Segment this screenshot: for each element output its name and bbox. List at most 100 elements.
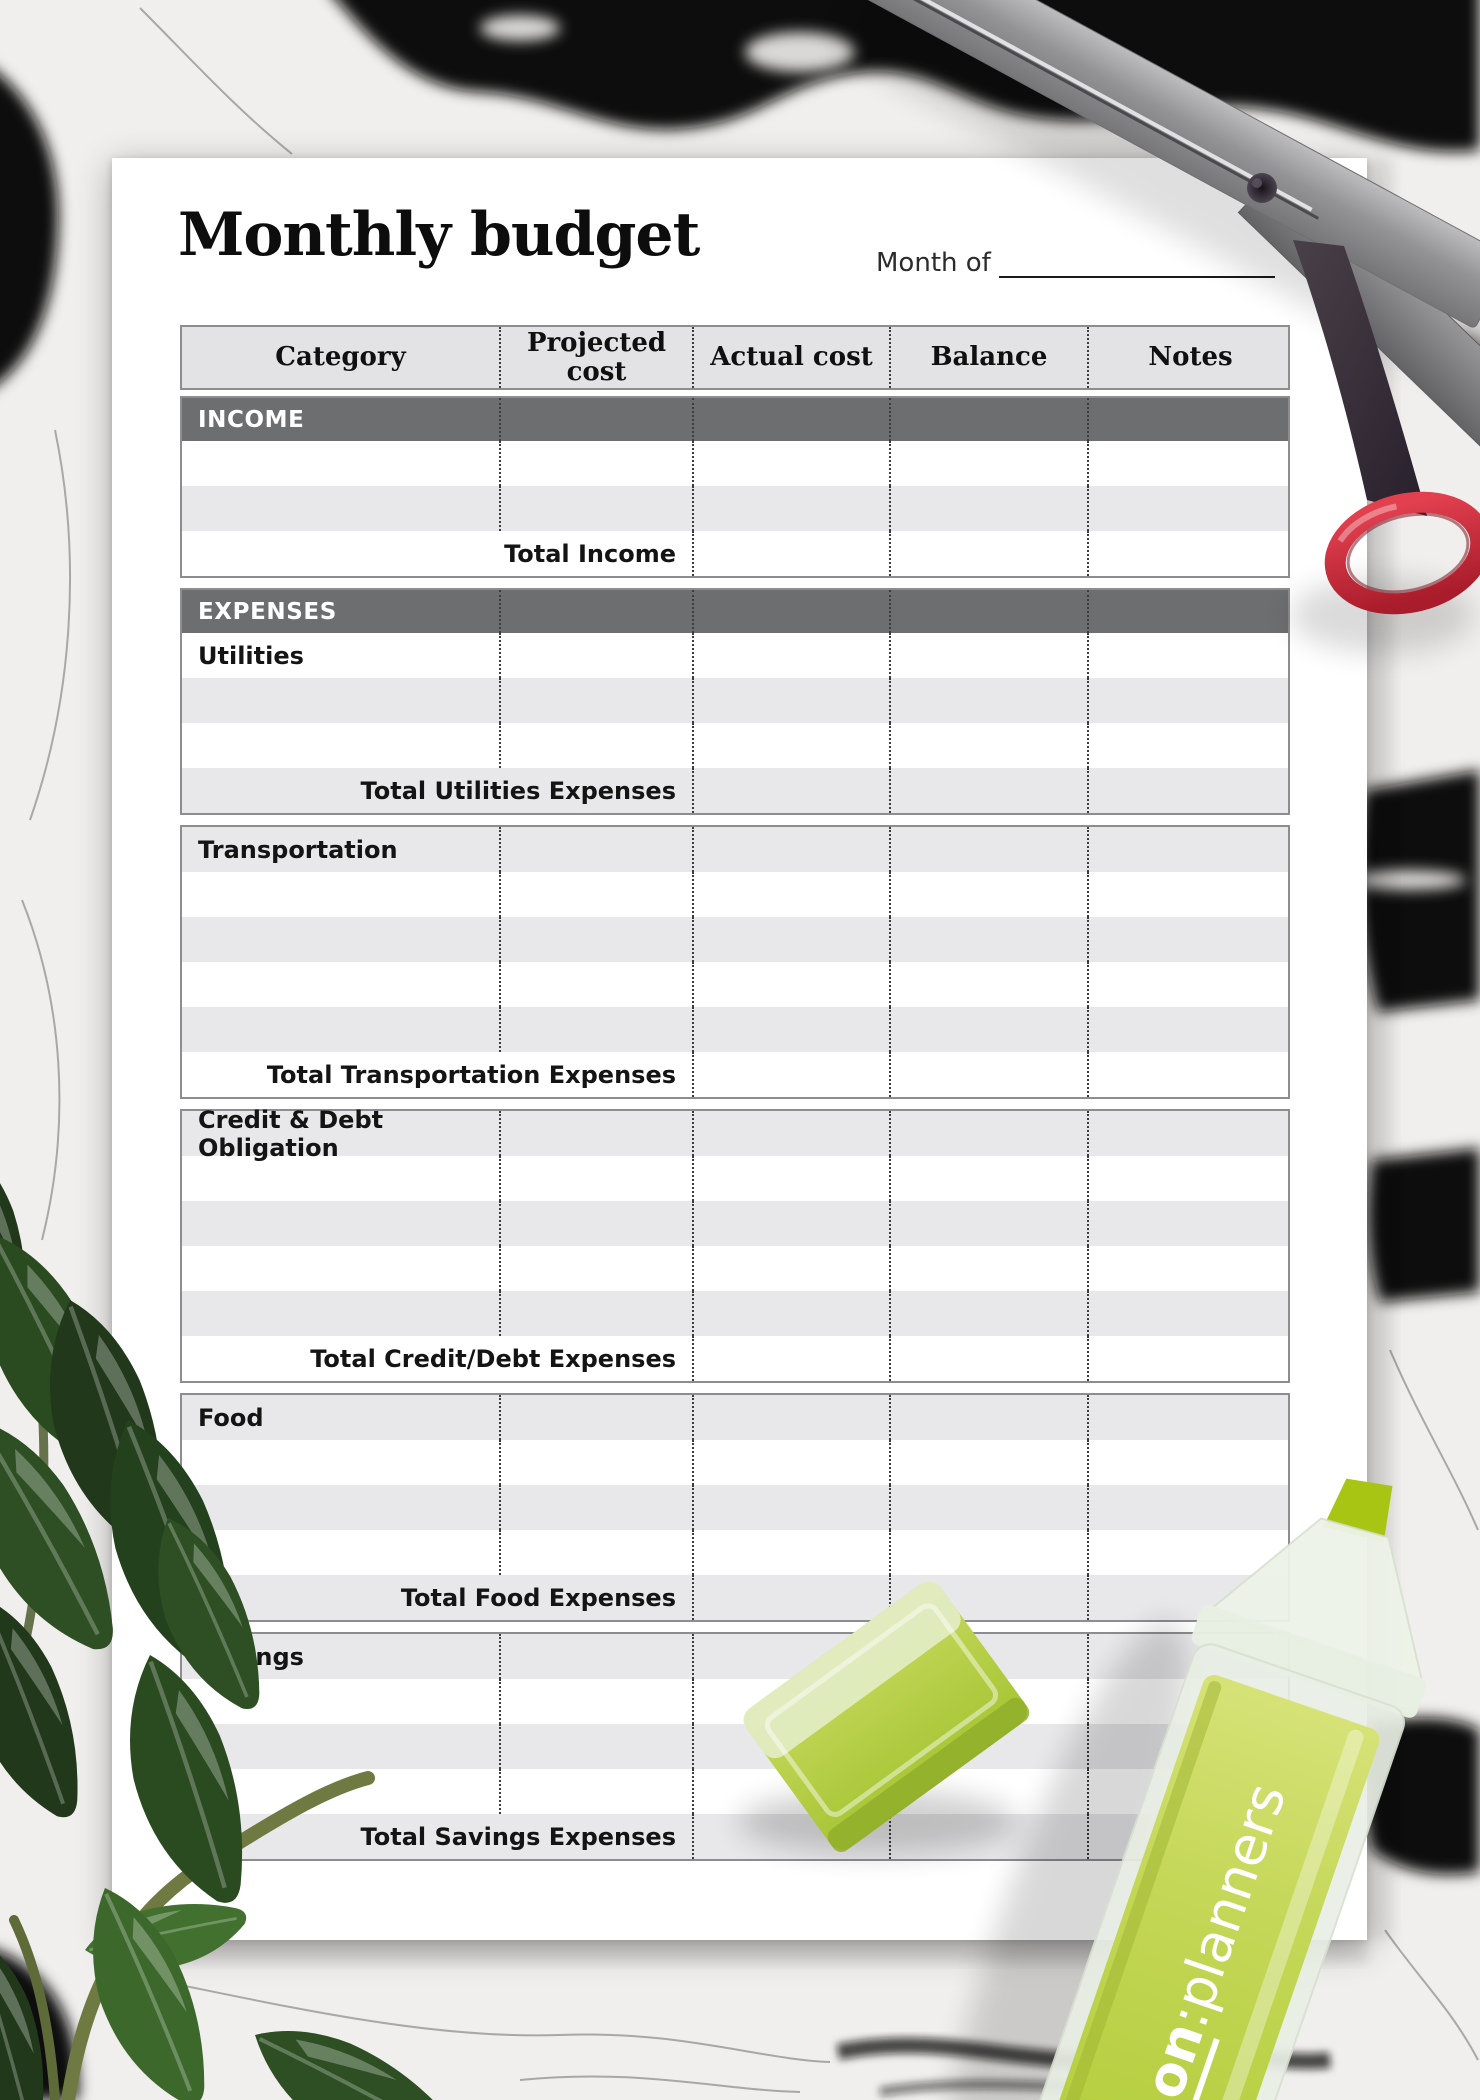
category-cell: Transportation: [182, 827, 499, 872]
value-cell: [692, 1679, 889, 1724]
total-label-cell: Total Credit/Debt Expenses: [182, 1336, 692, 1381]
empty-entry-row: [182, 1530, 1288, 1575]
subsection-title: Credit & Debt Obligation: [198, 1105, 384, 1162]
value-cell: [1087, 486, 1292, 531]
column-header-actual: Actual cost: [692, 327, 889, 388]
value-cell: [692, 1769, 889, 1814]
value-cell: [1087, 1291, 1292, 1336]
value-cell: [692, 1291, 889, 1336]
total-label-cell: Total Food Expenses: [182, 1575, 692, 1620]
category-cell: [182, 1485, 499, 1530]
total-value-cell: [1087, 1336, 1292, 1381]
section-bar-label: INCOME: [198, 406, 305, 433]
category-cell: [182, 1679, 499, 1724]
value-cell: [1087, 1395, 1292, 1440]
value-cell: [499, 678, 692, 723]
category-cell: [182, 1201, 499, 1246]
value-cell: [692, 1201, 889, 1246]
section-utilities: EXPENSES Utilities Total Utilities Expense…: [180, 588, 1290, 815]
total-label: Total Savings Expenses: [360, 1822, 676, 1851]
column-header-notes: Notes: [1087, 327, 1292, 388]
value-cell: [692, 1724, 889, 1769]
category-cell: [182, 872, 499, 917]
value-cell: [692, 872, 889, 917]
subsection-header-row: Credit & Debt Obligation: [182, 1106, 1288, 1162]
empty-entry-row: [182, 1485, 1288, 1530]
section-food: Food Total Food Expenses: [180, 1393, 1290, 1622]
total-value-cell: [692, 768, 889, 813]
subsection-title: Transportation: [198, 835, 398, 864]
subsection-header-row: Savings: [182, 1634, 1288, 1679]
value-cell: [692, 486, 889, 531]
value-cell: [1087, 633, 1292, 678]
total-value-cell: [889, 1336, 1087, 1381]
value-cell: [499, 1395, 692, 1440]
category-cell: [182, 1007, 499, 1052]
subsection-header-row: Utilities: [182, 633, 1288, 678]
total-value-cell: [1087, 1814, 1292, 1859]
value-cell: [692, 398, 889, 441]
category-cell: Savings: [182, 1634, 499, 1679]
empty-entry-row: [182, 723, 1288, 768]
value-cell: [1087, 590, 1292, 633]
total-value-cell: [1087, 531, 1292, 576]
column-header-projected: Projected cost: [499, 327, 692, 388]
total-row: Total Utilities Expenses: [182, 768, 1288, 813]
value-cell: [1087, 1530, 1292, 1575]
category-cell: [182, 723, 499, 768]
value-cell: [499, 917, 692, 962]
value-cell: [889, 398, 1087, 441]
value-cell: [499, 1634, 692, 1679]
total-value-cell: [692, 1336, 889, 1381]
value-cell: [889, 872, 1087, 917]
subsection-title: Food: [198, 1403, 264, 1432]
empty-entry-row: [182, 962, 1288, 1007]
month-of-field: Month of: [876, 248, 1275, 278]
category-cell: [182, 1440, 499, 1485]
budget-page: Monthly budget Month of Category Project…: [112, 158, 1367, 1940]
value-cell: [889, 723, 1087, 768]
value-cell: [1087, 723, 1292, 768]
total-value-cell: [889, 1575, 1087, 1620]
category-cell: [182, 1530, 499, 1575]
value-cell: [692, 1440, 889, 1485]
empty-entry-row: [182, 1156, 1288, 1201]
total-value-cell: [692, 1052, 889, 1097]
subsection-header-row: Food: [182, 1395, 1288, 1440]
total-row: Total Credit/Debt Expenses: [182, 1336, 1288, 1381]
category-cell: INCOME: [182, 398, 499, 441]
value-cell: [889, 1440, 1087, 1485]
month-fill-line: [998, 252, 1275, 278]
total-value-cell: [1087, 1052, 1292, 1097]
total-row: Total Income: [182, 531, 1288, 576]
value-cell: [692, 723, 889, 768]
value-cell: [889, 1395, 1087, 1440]
value-cell: [889, 1111, 1087, 1156]
value-cell: [499, 827, 692, 872]
value-cell: [1087, 917, 1292, 962]
column-header-category: Category: [275, 342, 406, 373]
column-header-balance: Balance: [889, 327, 1087, 388]
value-cell: [889, 917, 1087, 962]
category-cell: [182, 678, 499, 723]
total-value-cell: [692, 531, 889, 576]
section-bar-income: INCOME: [182, 398, 1288, 441]
value-cell: [1087, 398, 1292, 441]
category-cell: Food: [182, 1395, 499, 1440]
page-title: Monthly budget: [178, 200, 700, 270]
value-cell: [1087, 1201, 1292, 1246]
value-cell: [889, 827, 1087, 872]
value-cell: [499, 1769, 692, 1814]
subsection-title: Savings: [198, 1642, 304, 1671]
value-cell: [692, 1007, 889, 1052]
value-cell: [889, 1291, 1087, 1336]
value-cell: [889, 1485, 1087, 1530]
subsection-header-row: Transportation: [182, 827, 1288, 872]
category-cell: [182, 1246, 499, 1291]
value-cell: [1087, 1724, 1292, 1769]
empty-entry-row: [182, 1679, 1288, 1724]
empty-entry-row: [182, 1201, 1288, 1246]
value-cell: [499, 1201, 692, 1246]
value-cell: [1087, 872, 1292, 917]
value-cell: [499, 1156, 692, 1201]
